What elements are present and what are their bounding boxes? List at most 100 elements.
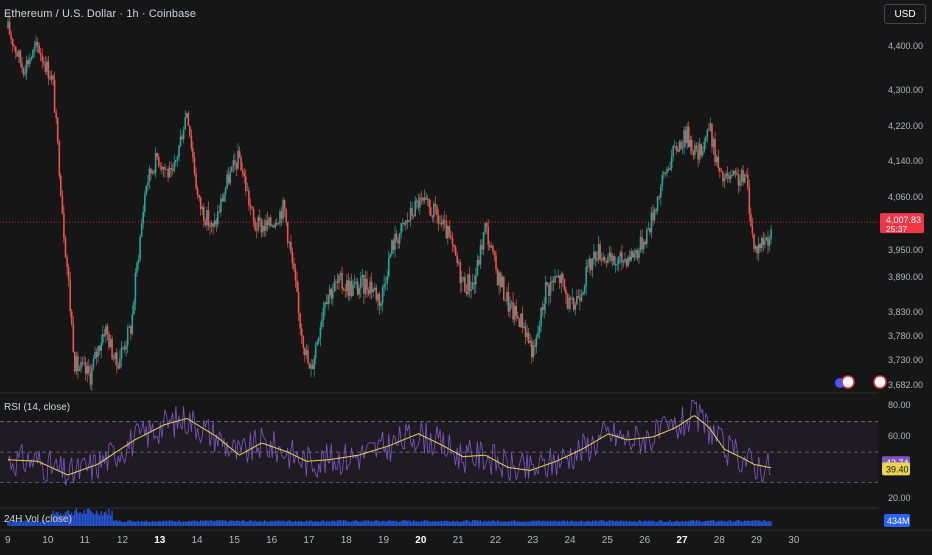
candle[interactable]: [27, 57, 29, 68]
candle[interactable]: [754, 244, 757, 253]
candle[interactable]: [111, 335, 113, 361]
candle[interactable]: [577, 289, 580, 299]
candle[interactable]: [283, 199, 286, 217]
candle[interactable]: [524, 319, 527, 345]
candle[interactable]: [624, 252, 626, 264]
candle[interactable]: [680, 139, 682, 151]
candle[interactable]: [767, 230, 769, 254]
candle[interactable]: [541, 301, 544, 317]
candle[interactable]: [768, 235, 771, 252]
candle[interactable]: [150, 168, 152, 181]
candle[interactable]: [728, 172, 730, 183]
candle[interactable]: [221, 193, 224, 202]
candle[interactable]: [684, 126, 687, 148]
candle[interactable]: [56, 117, 59, 145]
candle[interactable]: [655, 207, 657, 215]
candle[interactable]: [529, 333, 531, 347]
candle[interactable]: [383, 275, 385, 297]
candle[interactable]: [70, 308, 73, 327]
candle[interactable]: [88, 358, 90, 377]
candle[interactable]: [176, 154, 179, 168]
candle[interactable]: [509, 295, 511, 319]
candle[interactable]: [414, 196, 416, 217]
candle[interactable]: [576, 289, 578, 306]
candle[interactable]: [565, 286, 567, 304]
candle[interactable]: [770, 224, 772, 244]
candle[interactable]: [95, 348, 98, 366]
candle[interactable]: [325, 294, 328, 305]
candle[interactable]: [708, 122, 710, 131]
candle[interactable]: [510, 300, 513, 309]
candle[interactable]: [611, 253, 614, 267]
candle[interactable]: [63, 205, 65, 244]
candle[interactable]: [74, 351, 76, 374]
symbol-title[interactable]: Ethereum / U.S. Dollar · 1h · Coinbase: [4, 8, 197, 20]
candle[interactable]: [53, 71, 56, 113]
candle[interactable]: [276, 217, 278, 226]
candle[interactable]: [106, 323, 109, 341]
candle[interactable]: [701, 146, 704, 157]
candle[interactable]: [464, 272, 466, 293]
candle[interactable]: [504, 299, 507, 302]
candle[interactable]: [269, 214, 272, 227]
candle[interactable]: [11, 38, 14, 53]
candle[interactable]: [98, 345, 101, 355]
candle[interactable]: [24, 65, 26, 78]
candle[interactable]: [201, 205, 204, 215]
candle[interactable]: [470, 281, 472, 299]
candle[interactable]: [352, 279, 354, 297]
candle[interactable]: [33, 40, 36, 58]
candle[interactable]: [552, 275, 555, 292]
candle[interactable]: [496, 267, 499, 287]
candle[interactable]: [294, 263, 297, 288]
candle[interactable]: [468, 266, 471, 298]
candle[interactable]: [49, 70, 51, 81]
candle[interactable]: [80, 356, 82, 373]
candle[interactable]: [551, 275, 553, 292]
candle[interactable]: [21, 57, 23, 73]
candle[interactable]: [170, 161, 172, 178]
candle[interactable]: [673, 139, 676, 148]
candle[interactable]: [91, 363, 93, 391]
candle[interactable]: [350, 273, 353, 299]
candle[interactable]: [722, 171, 724, 187]
candle[interactable]: [670, 149, 673, 172]
candle[interactable]: [92, 355, 95, 371]
candle[interactable]: [353, 274, 356, 288]
candle[interactable]: [145, 185, 148, 196]
candle[interactable]: [691, 135, 693, 156]
candle[interactable]: [265, 214, 267, 237]
candle[interactable]: [607, 253, 609, 265]
candle[interactable]: [582, 291, 584, 296]
candle[interactable]: [232, 154, 235, 173]
candle[interactable]: [207, 201, 210, 231]
candle[interactable]: [618, 255, 620, 272]
candle[interactable]: [69, 271, 71, 317]
candle[interactable]: [586, 259, 589, 272]
candle[interactable]: [484, 222, 486, 235]
candle[interactable]: [241, 162, 244, 178]
candle[interactable]: [513, 303, 516, 326]
candle[interactable]: [644, 239, 646, 246]
candle[interactable]: [372, 287, 374, 298]
candle[interactable]: [419, 193, 421, 216]
candle[interactable]: [672, 145, 674, 162]
candle[interactable]: [619, 250, 622, 264]
candle[interactable]: [227, 167, 230, 185]
candle[interactable]: [204, 218, 207, 227]
candle[interactable]: [566, 292, 569, 310]
candle[interactable]: [743, 173, 746, 184]
candle[interactable]: [274, 219, 277, 230]
candle[interactable]: [411, 201, 413, 220]
candle[interactable]: [128, 323, 130, 328]
candle[interactable]: [257, 214, 259, 233]
candle[interactable]: [72, 316, 75, 353]
candle[interactable]: [498, 270, 500, 296]
candle[interactable]: [94, 346, 96, 359]
candle[interactable]: [756, 245, 758, 260]
candle[interactable]: [262, 219, 264, 237]
candle[interactable]: [555, 275, 558, 278]
candle[interactable]: [218, 205, 221, 213]
candle[interactable]: [212, 222, 214, 235]
candle[interactable]: [44, 55, 47, 75]
